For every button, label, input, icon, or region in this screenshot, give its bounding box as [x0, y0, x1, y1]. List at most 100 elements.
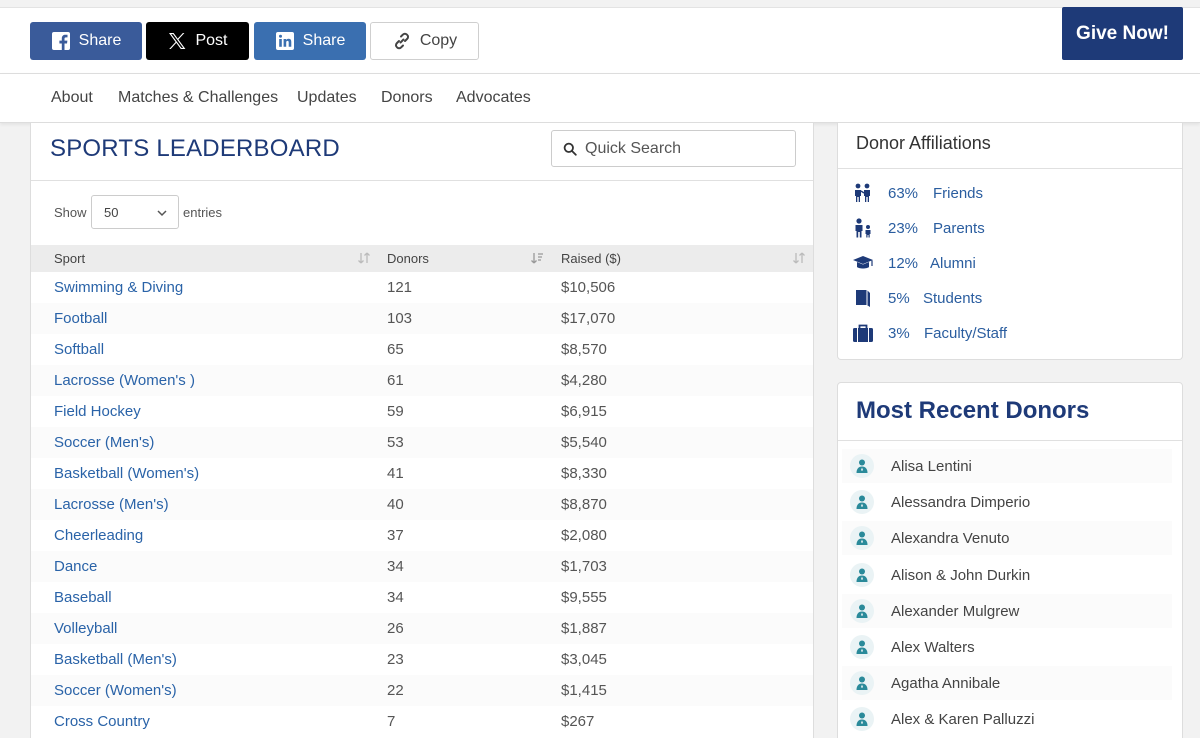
donor-count: 34: [387, 558, 404, 575]
amount-raised: $4,280: [561, 372, 607, 389]
sport-link[interactable]: Softball: [54, 341, 105, 358]
donor-count: 103: [387, 310, 413, 327]
give-now-button[interactable]: Give Now!: [1062, 7, 1183, 60]
sport-link[interactable]: Lacrosse (Men's): [54, 496, 169, 513]
donor-count: 22: [387, 682, 404, 699]
column-header-raised[interactable]: Raised ($): [561, 251, 621, 266]
table-row: Cheerleading 37 $2,080: [31, 520, 813, 551]
sport-link[interactable]: Basketball (Men's): [54, 651, 177, 668]
link-icon: [394, 32, 409, 50]
sport-link[interactable]: Lacrosse (Women's ): [54, 372, 195, 389]
search-icon: [563, 142, 577, 156]
x-post-button[interactable]: Post: [146, 22, 249, 60]
sport-link[interactable]: Basketball (Women's): [54, 465, 200, 482]
donor-affiliations-panel: Donor Affiliations 63% Friends 23% Paren…: [837, 123, 1183, 360]
affiliation-link-parents[interactable]: Parents: [933, 219, 985, 237]
affiliation-row-alumni: 12% Alumni: [852, 250, 976, 276]
nav-item-donors[interactable]: Donors: [381, 89, 433, 106]
donor-count: 26: [387, 620, 404, 637]
sort-icon[interactable]: [357, 251, 371, 265]
sport-link[interactable]: Cheerleading: [54, 527, 144, 544]
affiliation-link-faculty-staff[interactable]: Faculty/Staff: [924, 324, 1008, 342]
donor-count: 41: [387, 465, 404, 482]
facebook-share-button[interactable]: Share: [30, 22, 142, 60]
donor-count: 23: [387, 651, 404, 668]
amount-raised: $3,045: [561, 651, 607, 668]
donor-avatar-icon: [850, 598, 874, 623]
linkedin-icon: [275, 32, 294, 50]
affiliation-link-alumni[interactable]: Alumni: [930, 254, 976, 272]
header-divider: [31, 180, 813, 181]
sport-link[interactable]: Football: [54, 310, 108, 327]
amount-raised: $10,506: [561, 279, 616, 296]
search-input[interactable]: [585, 139, 785, 158]
page-nav: About Matches & Challenges Updates Donor…: [0, 73, 1200, 123]
column-header-sport[interactable]: Sport: [54, 251, 86, 266]
sport-link[interactable]: Soccer (Women's): [54, 682, 177, 699]
table-row: Basketball (Women's) 41 $8,330: [31, 458, 813, 489]
donor-count: 37: [387, 527, 404, 544]
affiliation-row-students: 5% Students: [852, 285, 982, 311]
entries-select[interactable]: 50: [91, 195, 179, 229]
affiliation-row-friends: 63% Friends: [852, 180, 983, 206]
sport-link[interactable]: Baseball: [54, 589, 112, 606]
list-item: Alexander Mulgrew: [842, 593, 1172, 628]
nav-item-about[interactable]: About: [51, 89, 93, 106]
sport-link[interactable]: Field Hockey: [54, 403, 141, 420]
affiliation-link-friends[interactable]: Friends: [933, 184, 984, 202]
donor-count: 34: [387, 589, 404, 606]
book-icon: [856, 290, 870, 307]
affiliation-row-faculty-staff: 3% Faculty/Staff: [852, 320, 1007, 346]
recent-donors-title: Most Recent Donors: [856, 397, 1090, 424]
amount-raised: $8,330: [561, 465, 607, 482]
linkedin-share-label: Share: [302, 32, 346, 49]
entries-label: entries: [183, 205, 223, 220]
amount-raised: $6,915: [561, 403, 607, 420]
donor-avatar-icon: [850, 454, 874, 478]
affiliation-link-students[interactable]: Students: [923, 289, 983, 307]
most-recent-donors-panel: Most Recent Donors Alisa Lentini Alessand…: [837, 382, 1183, 738]
donor-name: Alessandra Dimperio: [891, 494, 1031, 512]
linkedin-share-button[interactable]: Share: [254, 22, 366, 60]
sport-link[interactable]: Cross Country: [54, 713, 150, 730]
column-header-donors[interactable]: Donors: [387, 251, 429, 266]
sport-link[interactable]: Soccer (Men's): [54, 434, 155, 451]
donor-name: Alexander Mulgrew: [891, 602, 1020, 620]
table-row: Softball 65 $8,570: [31, 334, 813, 365]
table-row: Field Hockey 59 $6,915: [31, 396, 813, 427]
quick-search-box[interactable]: [551, 130, 796, 167]
facebook-share-label: Share: [78, 32, 122, 49]
donor-avatar-icon: [850, 671, 874, 696]
donor-count: 121: [387, 279, 413, 296]
table-row: Soccer (Men's) 53 $5,540: [31, 427, 813, 458]
list-item: Alexandra Venuto: [842, 521, 1172, 556]
amount-raised: $1,703: [561, 558, 607, 575]
x-post-label: Post: [195, 32, 228, 49]
copy-link-label: Copy: [419, 32, 458, 49]
copy-link-button[interactable]: Copy: [370, 22, 479, 60]
amount-raised: $1,415: [561, 682, 607, 699]
amount-raised: $8,570: [561, 341, 607, 358]
affiliation-percent: 3%: [888, 324, 910, 342]
table-row: Volleyball 26 $1,887: [31, 613, 813, 644]
graduation-cap-icon: [853, 256, 873, 269]
sport-link[interactable]: Volleyball: [54, 620, 118, 637]
nav-item-updates[interactable]: Updates: [297, 89, 357, 106]
donor-count: 7: [387, 713, 396, 730]
nav-item-matches-challenges[interactable]: Matches & Challenges: [118, 89, 279, 106]
donor-avatar-icon: [850, 635, 874, 659]
amount-raised: $1,887: [561, 620, 607, 637]
list-item: Alessandra Dimperio: [842, 485, 1172, 519]
table-row: Basketball (Men's) 23 $3,045: [31, 644, 813, 675]
sport-link[interactable]: Swimming & Diving: [54, 279, 184, 296]
facebook-icon: [51, 32, 70, 50]
donor-name: Alex Walters: [891, 639, 975, 656]
donor-count: 40: [387, 496, 404, 513]
sort-icon[interactable]: [792, 251, 806, 265]
table-row: Baseball 34 $9,555: [31, 582, 813, 613]
list-item: Alex Walters: [842, 630, 1172, 664]
sport-link[interactable]: Dance: [54, 558, 98, 575]
table-header: Sport Donors Raised ($): [31, 245, 813, 272]
nav-item-advocates[interactable]: Advocates: [456, 89, 531, 106]
sort-descending-icon[interactable]: [530, 251, 544, 265]
